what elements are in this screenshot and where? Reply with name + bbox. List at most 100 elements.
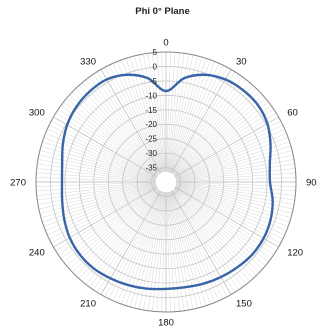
minor-spoke: [167, 192, 194, 310]
minor-spoke: [174, 187, 274, 255]
minor-spoke: [38, 154, 156, 181]
minor-spoke: [166, 192, 171, 312]
minor-spoke: [63, 101, 158, 176]
minor-spoke: [176, 159, 295, 181]
minor-spoke: [173, 189, 260, 273]
major-spoke: [100, 69, 162, 174]
minor-spoke: [37, 183, 156, 201]
minor-spoke: [66, 98, 159, 176]
minor-spoke: [85, 79, 160, 174]
angular-tick-label: 30: [236, 56, 247, 67]
angular-tick-label: 300: [29, 108, 45, 119]
minor-spoke: [171, 76, 243, 174]
angular-tick-label: 240: [29, 248, 45, 259]
minor-spoke: [172, 79, 247, 174]
minor-spoke: [176, 182, 296, 196]
radial-tick-label: -20: [145, 120, 157, 129]
radial-grid-circle: [50, 66, 282, 298]
minor-spoke: [170, 67, 228, 173]
minor-spoke: [36, 177, 156, 182]
minor-spoke: [108, 65, 162, 173]
minor-spoke: [55, 187, 158, 252]
minor-spoke: [66, 188, 159, 266]
major-spoke: [174, 186, 279, 248]
minor-spoke: [175, 186, 281, 244]
minor-spoke: [69, 94, 159, 176]
minor-spoke: [174, 101, 269, 176]
radial-tick-label: -25: [145, 135, 157, 144]
minor-spoke: [175, 124, 283, 178]
minor-spoke: [173, 188, 263, 270]
radial-tick-label: -15: [145, 106, 157, 115]
minor-spoke: [60, 105, 158, 177]
minor-spoke: [173, 94, 263, 176]
minor-spoke: [38, 183, 156, 210]
minor-spoke: [47, 128, 157, 178]
minor-spoke: [173, 188, 266, 266]
minor-spoke: [36, 172, 156, 182]
minor-spoke: [175, 186, 283, 240]
outer-circle: [35, 51, 297, 313]
minor-spoke: [176, 177, 296, 182]
minor-spoke: [82, 82, 160, 175]
minor-spoke: [174, 187, 272, 259]
radial-tick-label: -5: [150, 77, 158, 86]
minor-spoke: [69, 188, 159, 270]
minor-spoke: [138, 54, 165, 172]
minor-spoke: [166, 192, 176, 312]
minor-spoke: [58, 109, 158, 177]
minor-spoke: [161, 52, 166, 172]
minor-spoke: [161, 192, 166, 312]
minor-spoke: [176, 154, 294, 181]
minor-spoke: [167, 192, 185, 311]
minor-spoke: [39, 150, 156, 180]
minor-spoke: [49, 124, 157, 178]
minor-spoke: [75, 189, 159, 276]
minor-spoke: [37, 163, 156, 181]
series-layer: [60, 73, 274, 291]
minor-spoke: [169, 191, 211, 305]
minor-spoke: [176, 183, 295, 201]
minor-spoke: [174, 187, 277, 252]
minor-spoke: [85, 190, 160, 285]
minor-spoke: [175, 128, 285, 178]
minor-spoke: [176, 163, 295, 181]
angular-tick-label: 90: [306, 178, 317, 189]
minor-spoke: [176, 182, 296, 192]
minor-spoke: [167, 54, 194, 172]
minor-spoke: [82, 189, 160, 282]
minor-spoke: [171, 74, 239, 174]
minor-spoke: [58, 187, 158, 255]
radial-tick-label: 5: [153, 48, 158, 57]
angular-tick-label: 330: [80, 56, 96, 67]
minor-spoke: [175, 185, 287, 231]
minor-spoke: [37, 183, 156, 205]
minor-spoke: [175, 186, 285, 236]
minor-spoke: [55, 112, 158, 177]
radial-tick-label: -10: [145, 91, 157, 100]
minor-spoke: [75, 88, 159, 175]
minor-spoke: [37, 159, 156, 181]
radial-grid-circle: [136, 152, 196, 212]
minor-spoke: [168, 192, 198, 309]
minor-spoke: [117, 61, 163, 173]
minor-spoke: [174, 109, 274, 177]
radial-grid-circle: [107, 123, 225, 241]
minor-spoke: [143, 53, 165, 172]
minor-spoke: [78, 189, 160, 279]
major-spoke: [174, 116, 279, 178]
minor-spoke: [166, 52, 180, 172]
series-line: [60, 73, 274, 291]
minor-spoke: [169, 59, 211, 173]
minor-spoke: [166, 52, 176, 172]
minor-spoke: [173, 98, 266, 176]
radial-grid-circle: [78, 94, 254, 270]
radial-grid-circle: [93, 109, 239, 255]
minor-spoke: [147, 53, 165, 172]
minor-spoke: [175, 120, 281, 178]
angular-tick-label: 180: [158, 318, 174, 329]
minor-spoke: [96, 190, 161, 293]
angular-tick-label: 0: [163, 38, 168, 49]
minor-spoke: [176, 182, 296, 187]
